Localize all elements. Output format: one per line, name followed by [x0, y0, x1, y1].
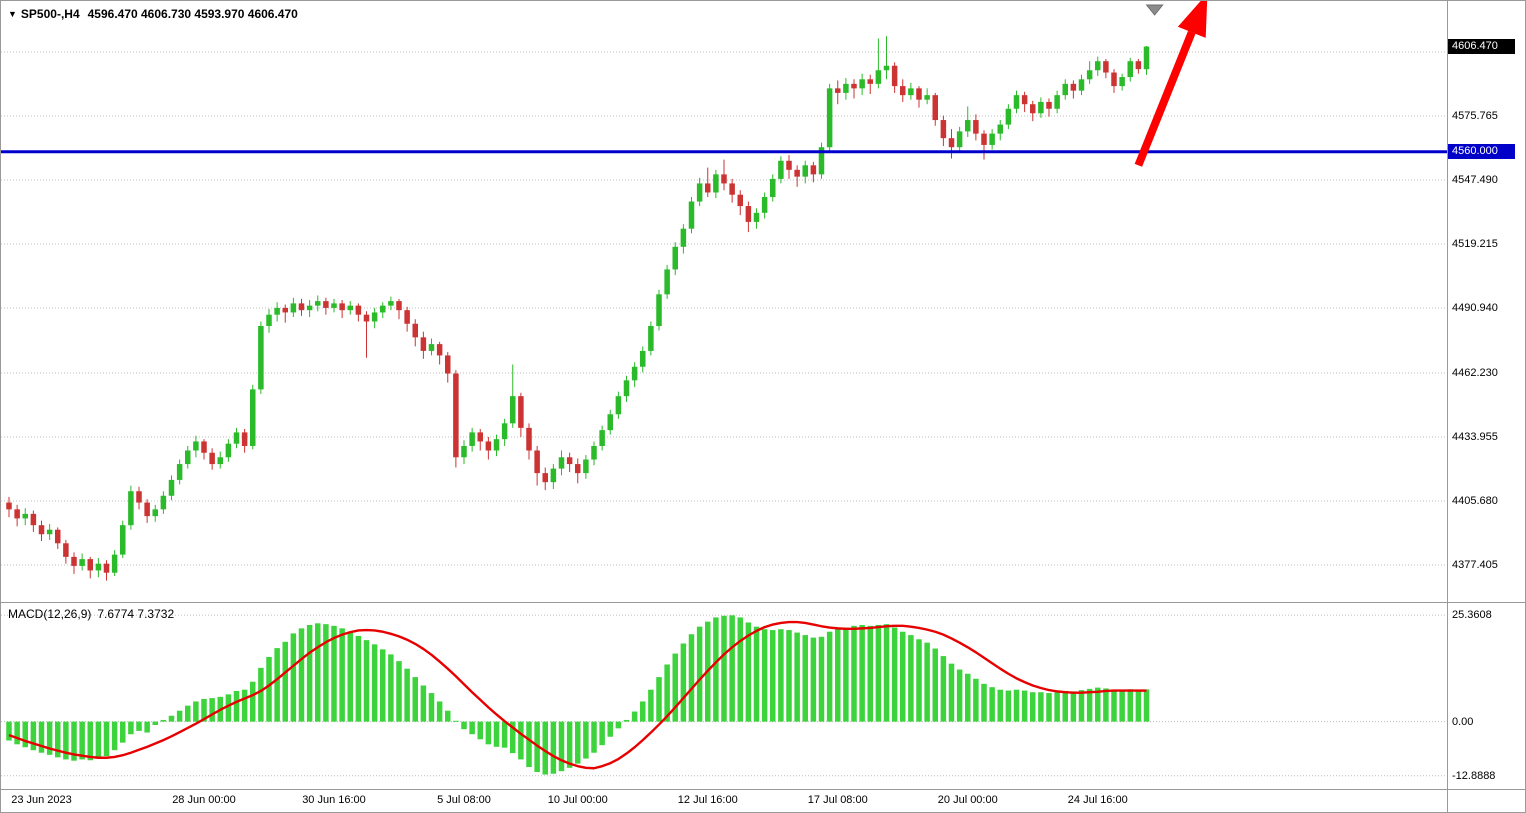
- trend-arrow-shaft[interactable]: [1134, 30, 1196, 167]
- price-tick-label: 4433.955: [1452, 431, 1498, 443]
- trend-arrow-head[interactable]: [1177, 1, 1208, 38]
- macd-values: 7.6774 7.3732: [97, 607, 175, 621]
- price-tick-label: 4405.680: [1452, 495, 1498, 507]
- price-tick-label: 4547.490: [1452, 174, 1498, 187]
- price-tick-label: 4377.405: [1452, 559, 1498, 571]
- macd-tick-label: 0.00: [1452, 715, 1474, 728]
- time-axis[interactable]: 23 Jun 2023 28 Jun 00:00 30 Jun 16:00 5 Jul…: [1, 790, 1447, 812]
- current-price-badge: 4606.470: [1448, 38, 1515, 54]
- price-tick-label: 4490.940: [1452, 302, 1498, 315]
- time-tick-label: 28 Jun 00:00: [172, 794, 236, 806]
- time-tick-label: 17 Jul 08:00: [807, 794, 868, 806]
- macd-tick-label: 25.3608: [1452, 609, 1492, 622]
- price-axis[interactable]: 4575.765 4547.490 4519.215 4490.940 4462.230…: [1448, 1, 1525, 812]
- time-tick-label: 12 Jul 16:00: [677, 794, 738, 806]
- level-price-badge: 4560.000: [1448, 143, 1515, 159]
- price-tick-label: 4519.215: [1452, 238, 1498, 251]
- symbol-title: SP500-,H4: [20, 7, 80, 21]
- time-tick-label: 5 Jul 08:00: [437, 794, 491, 806]
- macd-signal-line: [8, 620, 1147, 770]
- symbol-dropdown-icon: ▼: [8, 9, 17, 19]
- time-tick-label: 24 Jul 16:00: [1067, 794, 1128, 806]
- macd-indicator-label: MACD(12,26,9) 7.6774 7.3732: [8, 607, 174, 621]
- time-tick-label: 20 Jul 00:00: [937, 794, 998, 806]
- symbol-header: ▼ SP500-,H4 4596.470 4606.730 4593.970 460…: [8, 7, 298, 21]
- time-tick-label: 30 Jun 16:00: [302, 794, 366, 806]
- macd-tick-label: -12.8888: [1452, 769, 1496, 782]
- price-tick-label: 4462.230: [1452, 367, 1498, 380]
- object-anchor-icon[interactable]: [1145, 4, 1164, 16]
- price-tick-label: 4575.765: [1452, 110, 1498, 123]
- macd-name: MACD(12,26,9): [8, 607, 92, 621]
- time-tick-label: 10 Jul 00:00: [547, 794, 608, 806]
- time-tick-label: 23 Jun 2023: [11, 794, 72, 806]
- symbol-ohlc-values: 4596.470 4606.730 4593.970 4606.470: [87, 7, 298, 21]
